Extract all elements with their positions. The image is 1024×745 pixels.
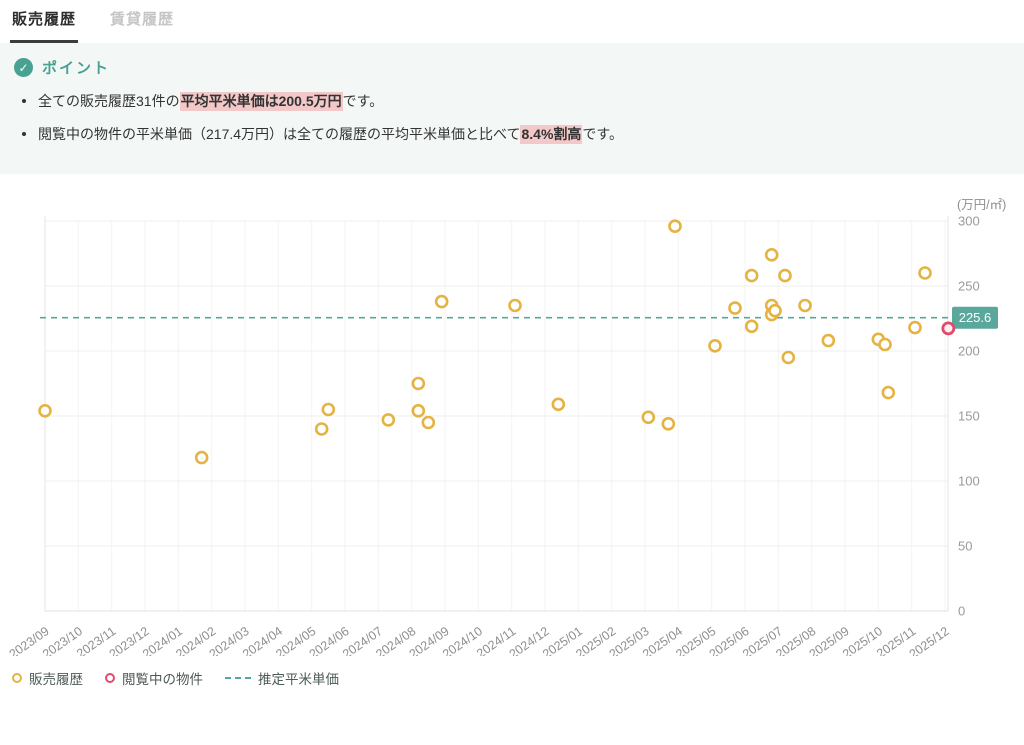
sales-history-point[interactable]: 2025/06 258: [744, 268, 759, 283]
sales-history-point[interactable]: 2024/01 118: [194, 450, 209, 465]
sales-history-point[interactable]: 2024/05 140: [314, 422, 329, 436]
sales-history-point[interactable]: 2025/03 149: [641, 410, 656, 425]
viewing-property-marker-icon: [105, 673, 115, 683]
bullet-icon: [22, 99, 26, 103]
tab-bar: 販売履歴 賃貸履歴: [0, 0, 1024, 43]
highlight-average-price: 平均平米単価は200.5万円: [179, 92, 343, 111]
viewing-property-point[interactable]: 2025/12 217.4: [941, 321, 956, 336]
highlight-percent-premium: 8.4%割高: [520, 124, 583, 144]
sales-history-point[interactable]: 2025/05 233: [728, 301, 742, 315]
y-axis-tick-label: 300: [958, 214, 980, 229]
y-axis-tick-label: 0: [958, 604, 965, 619]
sales-history-point[interactable]: 2024/08 154: [411, 404, 426, 418]
legend-item-viewing-property[interactable]: 閲覧中の物件: [105, 668, 203, 688]
sales-history-point[interactable]: 2024/11 235: [508, 298, 522, 313]
sales-history-point[interactable]: 2025/08 208: [821, 333, 836, 348]
sales-history-point[interactable]: 2025/06 219: [744, 319, 759, 334]
y-axis-tick-label: 250: [958, 279, 980, 294]
scatter-chart-svg: 050100150200250300(万円/㎡)225.62023/092023…: [7, 198, 1007, 661]
bullet-icon: [22, 131, 26, 136]
sales-history-point[interactable]: 2025/03 144: [661, 417, 676, 431]
point-title: ポイント: [42, 60, 111, 77]
sales-history-point[interactable]: 2024/05 155: [321, 402, 336, 417]
y-axis-tick-label: 50: [958, 539, 972, 554]
sales-history-point[interactable]: 2025/10 168: [881, 385, 896, 400]
tab-sales-history[interactable]: 販売履歴: [10, 0, 79, 43]
legend-item-sales[interactable]: 販売履歴: [12, 668, 83, 688]
sales-history-point[interactable]: 2025/10 205: [878, 337, 892, 352]
reference-value-badge: [952, 306, 998, 329]
sales-history-point[interactable]: 2025/04 296: [668, 219, 682, 234]
check-icon: ✓: [14, 58, 33, 77]
sales-history-point[interactable]: 2025/07 195: [781, 350, 796, 365]
sales-history-point[interactable]: 2025/06 231: [768, 303, 782, 318]
y-axis-tick-label: 200: [958, 344, 980, 359]
sales-history-point[interactable]: 2025/06 274: [764, 248, 779, 262]
point-panel: ✓ ポイント 全ての販売履歴31件の平均平米単価は200.5万円です。 閲覧中の…: [0, 43, 1024, 174]
sales-history-point[interactable]: 2025/07 235: [798, 298, 812, 313]
reference-value-label: 225.6: [959, 310, 992, 325]
sales-history-point[interactable]: 2025/11 218: [908, 320, 922, 335]
sales-history-point[interactable]: 2023/09 154: [38, 404, 52, 418]
sales-history-point[interactable]: 2024/08 175: [411, 376, 426, 391]
sales-history-point[interactable]: 2024/07 147: [381, 413, 396, 427]
chart-legend: 販売履歴 閲覧中の物件 推定平米単価: [0, 668, 1024, 688]
price-history-scatter-chart: 0 50 100 150 200 250 300 (万円/㎡) 225.6 2023/09 2023…: [0, 186, 1024, 661]
legend-label: 推定平米単価: [258, 672, 339, 687]
bullet-text: 全ての販売履歴31件の平均平米単価は200.5万円です。: [38, 92, 384, 111]
y-axis-tick-label: 150: [958, 409, 980, 424]
y-axis-tick-label: 100: [958, 474, 980, 489]
legend-item-estimated-price[interactable]: 推定平米単価: [225, 668, 339, 688]
sales-history-point[interactable]: 2024/08 238: [434, 294, 449, 309]
estimated-price-line-icon: [225, 677, 251, 679]
sales-history-point[interactable]: 2025/07 258: [778, 268, 792, 283]
sales-history-point[interactable]: 2024/08 145: [421, 415, 436, 430]
y-axis-unit-label: (万円/㎡): [957, 198, 1006, 212]
point-bullet-average: 全ての販売履歴31件の平均平米単価は200.5万円です。: [22, 91, 1008, 113]
sales-marker-icon: [12, 673, 22, 683]
legend-label: 販売履歴: [29, 672, 83, 687]
bullet-text: 閲覧中の物件の平米単価（217.4万円）は全ての履歴の平均平米単価と比べて8.4…: [38, 124, 624, 144]
legend-label: 閲覧中の物件: [122, 672, 203, 687]
sales-history-point[interactable]: 2025/05 204: [708, 339, 722, 353]
sales-history-point[interactable]: 2025/11 260: [918, 266, 932, 280]
tab-rental-history[interactable]: 賃貸履歴: [110, 11, 175, 28]
sales-history-point[interactable]: 2024/12 159: [551, 397, 566, 412]
point-bullet-comparison: 閲覧中の物件の平米単価（217.4万円）は全ての履歴の平均平米単価と比べて8.4…: [22, 124, 1008, 146]
